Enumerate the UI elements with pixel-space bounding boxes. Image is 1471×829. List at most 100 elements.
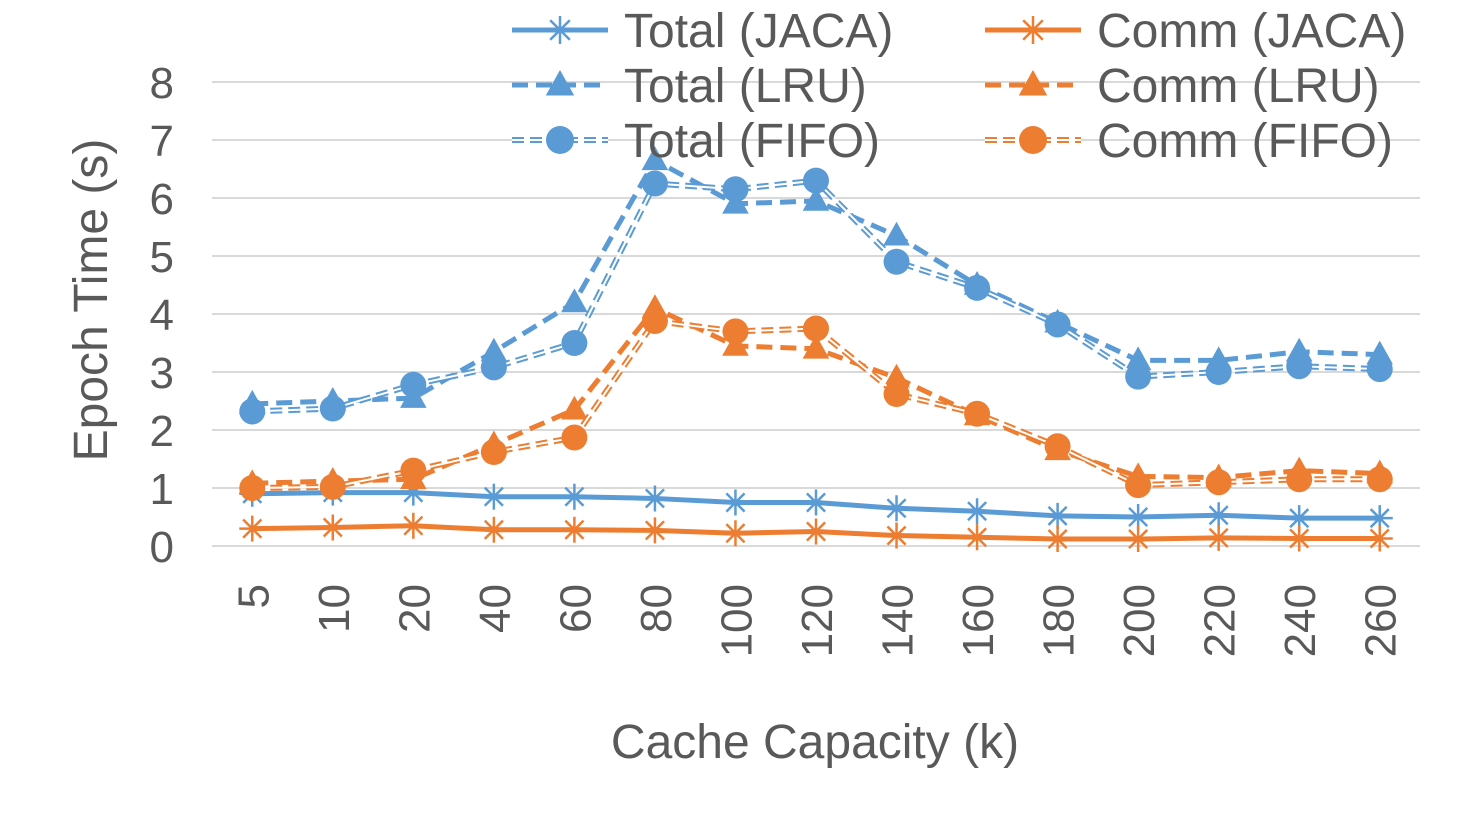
data-point-total-fifo-120 — [803, 167, 829, 194]
data-point-comm-jaca-100 — [722, 520, 749, 547]
data-point-total-lru-40 — [480, 337, 508, 362]
legend-item-total-lru: Total (LRU) — [512, 60, 867, 113]
data-point-total-jaca-240 — [1286, 505, 1313, 532]
data-point-total-jaca-100 — [722, 489, 749, 516]
x-tick-label: 100 — [712, 584, 761, 657]
series-total-fifo — [239, 167, 1393, 425]
data-point-total-lru-80 — [641, 146, 669, 171]
x-tick-label: 160 — [954, 584, 1003, 657]
data-point-comm-lru-140 — [883, 363, 910, 388]
data-point-comm-jaca-160 — [964, 524, 991, 551]
data-point-comm-fifo-220 — [1205, 469, 1232, 496]
data-point-comm-jaca-180 — [1044, 526, 1071, 553]
x-tick-label: 10 — [310, 584, 359, 633]
data-point-total-lru-200 — [1124, 346, 1152, 371]
y-axis-ticks: 0 1 2 3 4 5 6 7 8 — [150, 59, 174, 572]
y-tick-label: 0 — [150, 523, 174, 572]
data-point-comm-jaca-60 — [561, 516, 588, 543]
y-tick-label: 8 — [150, 59, 174, 108]
data-point-comm-fifo-10 — [319, 473, 346, 500]
data-point-total-fifo-160 — [964, 274, 991, 301]
data-point-comm-fifo-240 — [1286, 466, 1313, 493]
data-point-comm-fifo-40 — [480, 439, 507, 466]
data-point-total-fifo-200 — [1125, 363, 1152, 390]
data-point-total-fifo-40 — [480, 354, 507, 381]
y-tick-label: 1 — [150, 465, 174, 514]
data-point-total-jaca-40 — [480, 483, 507, 510]
data-point-total-fifo-240 — [1286, 353, 1313, 380]
y-tick-label: 6 — [150, 175, 174, 224]
data-point-total-fifo-100 — [722, 176, 749, 203]
data-point-comm-fifo-180 — [1044, 433, 1071, 460]
x-tick-label: 120 — [793, 584, 842, 657]
legend-marker-total-fifo — [546, 126, 574, 154]
x-axis-ticks: 5 10 20 40 60 80 100 120 140 160 180 200 220 240 260 — [229, 584, 1405, 657]
series-comm-jaca — [239, 512, 1393, 553]
data-point-total-jaca-260 — [1366, 505, 1393, 532]
x-tick-label: 260 — [1357, 584, 1406, 657]
x-tick-label: 20 — [390, 584, 439, 633]
legend-marker-comm-jaca — [1019, 16, 1047, 44]
data-point-total-fifo-60 — [561, 330, 588, 356]
legend-item-comm-fifo: Comm (FIFO) — [985, 115, 1393, 168]
data-point-total-fifo-220 — [1205, 359, 1232, 385]
legend-label-total-jaca: Total (JACA) — [624, 5, 893, 58]
legend-label-comm-fifo: Comm (FIFO) — [1097, 115, 1393, 168]
data-point-total-jaca-120 — [803, 489, 829, 516]
data-point-total-fifo-80 — [641, 170, 668, 197]
data-point-total-jaca-80 — [641, 485, 668, 512]
data-point-total-jaca-20 — [400, 479, 427, 506]
data-point-comm-fifo-200 — [1125, 472, 1152, 499]
data-point-total-fifo-10 — [319, 395, 346, 422]
x-axis-title: Cache Capacity (k) — [611, 716, 1019, 769]
data-point-total-fifo-260 — [1366, 356, 1393, 383]
data-point-comm-jaca-200 — [1125, 526, 1152, 553]
data-point-comm-fifo-120 — [803, 315, 829, 342]
legend-marker-comm-fifo — [1019, 126, 1047, 154]
data-point-total-jaca-160 — [964, 498, 991, 525]
data-point-comm-fifo-160 — [964, 400, 991, 427]
legend-item-total-jaca: Total (JACA) — [512, 5, 893, 58]
legend-label-comm-lru: Comm (LRU) — [1097, 60, 1380, 113]
legend-marker-total-lru — [545, 70, 575, 96]
data-point-comm-jaca-120 — [803, 518, 829, 545]
data-point-comm-jaca-40 — [480, 516, 507, 543]
y-tick-label: 5 — [150, 233, 174, 282]
data-point-total-lru-120 — [802, 186, 830, 211]
legend-marker-total-jaca — [546, 16, 574, 44]
data-point-total-lru-60 — [561, 288, 588, 313]
legend: Total (JACA)Total (LRU)Total (FIFO) Comm … — [512, 5, 1406, 168]
data-point-comm-fifo-140 — [883, 381, 910, 408]
y-axis-title: Epoch Time (s) — [65, 139, 118, 462]
x-tick-label: 200 — [1115, 584, 1164, 657]
data-point-comm-fifo-100 — [722, 318, 749, 345]
x-tick-label: 5 — [229, 584, 278, 608]
data-point-total-jaca-200 — [1125, 504, 1152, 530]
y-tick-label: 4 — [150, 291, 174, 340]
data-point-total-fifo-140 — [883, 248, 910, 275]
x-tick-label: 180 — [1035, 584, 1084, 657]
data-point-comm-jaca-220 — [1205, 524, 1232, 551]
legend-item-comm-lru: Comm (LRU) — [985, 60, 1380, 113]
data-point-comm-fifo-80 — [641, 307, 668, 334]
data-point-total-jaca-180 — [1044, 502, 1071, 529]
legend-label-total-fifo: Total (FIFO) — [624, 115, 880, 168]
data-point-comm-fifo-5 — [239, 475, 266, 501]
data-point-comm-fifo-20 — [400, 457, 427, 484]
data-point-comm-jaca-260 — [1366, 525, 1393, 552]
y-tick-label: 3 — [150, 349, 174, 398]
data-point-comm-lru-120 — [802, 334, 830, 359]
legend-item-total-fifo: Total (FIFO) — [512, 115, 880, 168]
x-tick-label: 60 — [551, 584, 600, 633]
data-point-total-jaca-60 — [561, 483, 588, 510]
legend-item-comm-jaca: Comm (JACA) — [985, 5, 1406, 58]
x-tick-label: 80 — [632, 584, 681, 633]
series-comm-fifo — [239, 307, 1393, 501]
data-point-total-lru-140 — [883, 221, 910, 246]
legend-label-comm-jaca: Comm (JACA) — [1097, 5, 1406, 58]
legend-label-total-lru: Total (LRU) — [624, 60, 867, 113]
data-point-comm-jaca-5 — [239, 515, 266, 542]
legend-marker-comm-lru — [1018, 70, 1048, 96]
data-point-total-jaca-220 — [1205, 502, 1232, 529]
